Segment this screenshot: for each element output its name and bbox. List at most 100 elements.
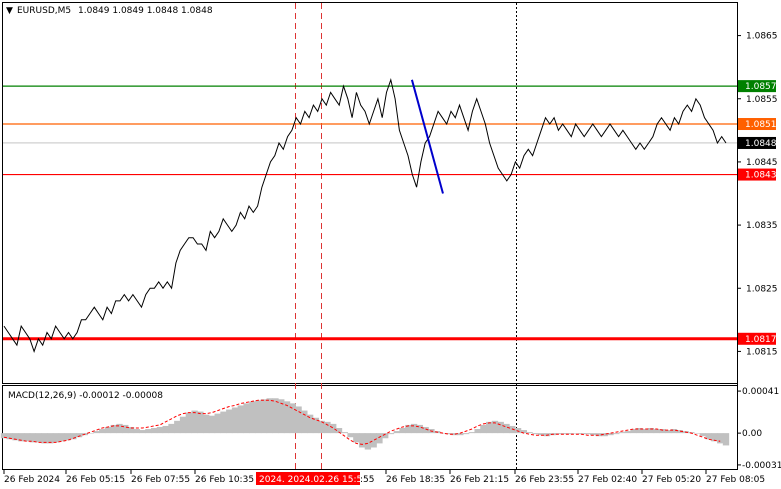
macd-histogram-bar — [480, 424, 487, 434]
macd-histogram-bar — [555, 433, 562, 435]
macd-histogram-bar — [376, 433, 383, 444]
price-tick-label: 1.0865 — [746, 32, 778, 42]
macd-histogram-bar — [64, 433, 71, 441]
macd-histogram-bar — [572, 433, 579, 434]
time-tick-label: 27 Feb 08:05 — [706, 475, 765, 485]
macd-histogram-bar — [139, 430, 146, 434]
macd-histogram-bar — [589, 433, 597, 436]
macd-histogram-bar — [283, 401, 291, 434]
macd-histogram-bar — [641, 429, 649, 434]
macd-histogram-bar — [722, 433, 730, 446]
macd-histogram-bar — [676, 430, 683, 434]
macd-histogram-bar — [110, 424, 117, 434]
macd-histogram-bar — [358, 433, 366, 448]
time-tick-label: 26 Feb 23:55 — [515, 475, 574, 485]
macd-histogram-bar — [509, 425, 516, 434]
macd-histogram-bar — [87, 433, 94, 434]
macd-histogram-bar — [561, 433, 568, 435]
macd-label: MACD(12,26,9) -0.00012 -0.00008 — [8, 391, 163, 401]
current-price-badge — [738, 136, 776, 149]
macd-histogram-bar — [249, 401, 256, 434]
macd-histogram-bar — [266, 398, 273, 434]
macd-histogram-bar — [99, 429, 106, 434]
price-tick-label: 1.0825 — [746, 284, 778, 294]
macd-histogram-bar — [613, 433, 620, 435]
macd-histogram-bar — [214, 413, 221, 434]
macd-histogram-bar — [58, 433, 65, 442]
macd-histogram-bar — [653, 429, 660, 434]
macd-histogram-bar — [226, 409, 233, 434]
macd-histogram-bar — [306, 414, 314, 434]
macd-histogram-bar — [364, 433, 372, 450]
macd-histogram-bar — [324, 421, 331, 434]
macd-histogram-bar — [630, 429, 637, 434]
macd-histogram-bar — [595, 433, 603, 437]
time-axis-ticks: 26 Feb 2024 26 Feb 05:15 26 Feb 07:55 26 Fe… — [3, 470, 765, 485]
macd-histogram-bar — [416, 424, 424, 434]
macd-histogram-bar — [618, 432, 626, 434]
macd-histogram-bar — [202, 414, 210, 434]
macd-histogram-bar — [278, 399, 285, 434]
time-tick-label: 27 Feb 05:20 — [642, 475, 701, 485]
macd-histogram-bar — [399, 428, 406, 434]
macd-histogram-bar — [566, 433, 574, 435]
symbol-arrow-icon[interactable]: ▼ — [6, 6, 13, 16]
macd-histogram-bar — [29, 433, 37, 443]
macd-histogram-bar — [174, 420, 181, 434]
macd-histogram-bar — [220, 411, 227, 434]
macd-histogram-bar — [243, 403, 250, 434]
current-price-label: 1.0848 — [745, 139, 777, 149]
macd-histogram-bar — [405, 424, 412, 434]
macd-histogram-bar — [104, 426, 112, 434]
macd-histogram-bar — [151, 428, 158, 434]
macd-histogram-bar — [670, 429, 678, 434]
macd-histogram-bar — [41, 433, 48, 444]
macd-histogram-bar — [486, 421, 493, 434]
macd-tick-label: -0.00031 — [742, 461, 781, 471]
price-axis-ticks: 1.0865 1.0855 1.0845 1.0835 1.0825 1.0815 — [737, 32, 778, 357]
macd-histogram-bar — [393, 431, 400, 434]
macd-histogram-bar — [197, 411, 204, 434]
macd-histogram-bar — [156, 426, 164, 434]
macd-histogram-bar — [318, 420, 325, 434]
crosshair-time-badge — [256, 472, 360, 485]
macd-histogram-bar — [191, 410, 198, 434]
macd-histogram-bar — [647, 428, 655, 434]
macd-tick-label: 0.00041 — [742, 387, 779, 397]
macd-histogram-bar — [387, 433, 395, 435]
macd-histogram-bar — [370, 433, 377, 448]
price-level-label: 1.0843 — [745, 171, 777, 181]
trend-line[interactable] — [410, 79, 444, 194]
macd-histogram-bar — [237, 405, 244, 434]
macd-histogram-bar — [665, 430, 672, 434]
macd-histogram-bar — [47, 433, 54, 444]
macd-histogram-bar — [341, 432, 348, 434]
macd-histogram-bar — [330, 423, 337, 434]
price-level-badge — [738, 80, 776, 93]
time-tick-label: 26 Feb 05:15 — [66, 475, 125, 485]
macd-axis-ticks: 0.00041 0.00 -0.00031 — [737, 387, 781, 471]
macd-histogram-bar — [491, 420, 499, 434]
macd-histogram-bar — [301, 410, 308, 434]
macd-histogram-bar — [70, 433, 77, 440]
price-level-label: 1.0851 — [745, 120, 777, 130]
macd-histogram-bar — [451, 433, 458, 436]
macd-histogram-bar — [422, 426, 429, 434]
macd-histogram-bar — [162, 425, 169, 434]
macd-histogram-bar — [711, 433, 718, 442]
macd-histogram-bar — [578, 433, 585, 435]
macd-histogram-bar — [75, 433, 83, 438]
macd-histogram-bar — [185, 412, 192, 434]
price-level-labels: 1.0857 1.0851 1.0843 1.0817 1.0848 — [738, 80, 777, 345]
macd-histogram-bar — [116, 423, 123, 434]
macd-histogram-bar — [705, 433, 712, 440]
price-level-badge — [738, 168, 776, 181]
macd-histogram-bar — [462, 433, 470, 435]
time-tick-label: 26 Feb 07:55 — [131, 475, 190, 485]
price-series — [3, 77, 727, 353]
macd-histogram-bar — [312, 417, 320, 434]
time-tick-label: 27 Feb 02:40 — [578, 475, 637, 485]
macd-histogram-bar — [35, 433, 42, 443]
